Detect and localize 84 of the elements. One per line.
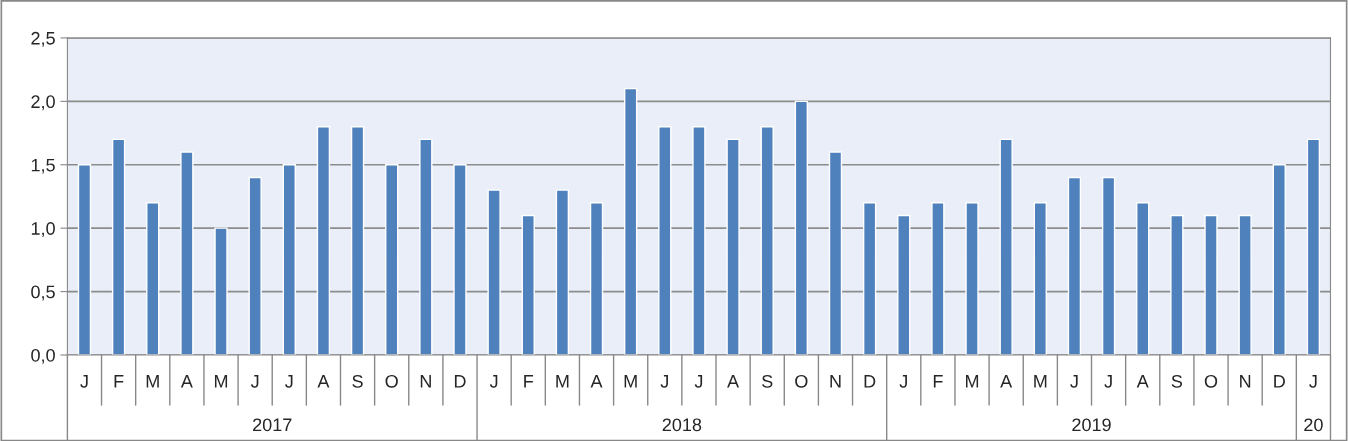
bar [77, 164, 92, 356]
x-tick-label: O [385, 374, 398, 388]
x-tick-label: N [1240, 375, 1251, 388]
text: 2017 [253, 418, 292, 432]
bar [931, 202, 945, 356]
bar [316, 126, 331, 356]
x-tick-label: S [1171, 374, 1183, 388]
bar [726, 138, 740, 356]
bar [555, 189, 570, 356]
bar [897, 214, 911, 356]
x-tick-label: J [80, 375, 88, 388]
bar [1272, 164, 1286, 356]
bar [282, 164, 296, 356]
bar [1238, 214, 1252, 356]
x-tick-label: N [420, 375, 431, 388]
bar [623, 87, 638, 356]
x-tick-label: F [524, 375, 534, 388]
x-tick-label: J [1104, 375, 1112, 388]
bar [453, 164, 467, 356]
x-tick-label: M [624, 375, 637, 388]
y-tick-label: 1,5 [31, 158, 55, 174]
bar [385, 164, 399, 356]
x-tick-label: M [146, 375, 159, 388]
text: 20 [1304, 418, 1323, 432]
y-tick-label: 0,0 [31, 348, 55, 364]
x-tick-label: A [590, 375, 603, 388]
bar [589, 202, 604, 356]
x-tick-label: D [1274, 375, 1285, 388]
bar [1136, 202, 1150, 356]
bar [214, 227, 228, 356]
x-tick-label: A [727, 375, 740, 388]
bar [350, 126, 365, 356]
bar [1204, 214, 1218, 356]
x-tick-label: D [864, 375, 876, 388]
x-tick-label: M [214, 375, 228, 388]
bar [111, 138, 126, 356]
bar [1067, 176, 1082, 356]
bar [828, 151, 843, 356]
x-tick-label: J [1070, 375, 1078, 388]
x-tick-label: J [285, 375, 293, 388]
x-tick-label: A [1136, 375, 1149, 388]
bar [999, 138, 1013, 356]
bar [146, 202, 160, 356]
x-tick-label: A [1000, 375, 1013, 388]
x-tick-label: J [660, 375, 668, 388]
y-tick-label: 0,5 [31, 285, 55, 301]
x-tick-label: S [762, 374, 773, 388]
x-tick-label: J [899, 375, 907, 388]
bar [1306, 138, 1321, 356]
x-tick-label: D [454, 375, 466, 388]
bar [760, 126, 774, 356]
x-tick-label: A [317, 375, 330, 388]
x-tick-label: A [180, 375, 193, 388]
bar [1170, 214, 1184, 356]
x-tick-label: M [1034, 375, 1047, 388]
bar [487, 189, 501, 356]
bar [794, 100, 809, 356]
bar [248, 176, 262, 356]
x-tick-label: O [795, 374, 808, 388]
x-tick-label: M [966, 375, 979, 388]
text: 2018 [662, 418, 702, 432]
y-tick-label: 2,0 [31, 95, 55, 111]
bar [180, 151, 194, 356]
y-tick-label: 2,5 [31, 31, 55, 47]
x-tick-label: F [114, 375, 124, 388]
bar [1101, 176, 1116, 356]
x-tick-label: M [556, 375, 569, 388]
bar [419, 138, 433, 356]
x-tick-label: N [830, 375, 841, 388]
bar [692, 126, 706, 356]
bar [658, 126, 672, 356]
x-tick-label: J [489, 375, 498, 388]
x-tick-label: J [250, 375, 259, 388]
x-tick-label: J [694, 375, 703, 388]
x-tick-label: S [352, 374, 363, 388]
bar [1033, 202, 1047, 356]
text: 2019 [1072, 418, 1111, 432]
bar [965, 202, 979, 356]
x-tick-label: F [933, 375, 943, 388]
bar [862, 202, 877, 356]
y-tick-label: 1,0 [31, 222, 55, 238]
x-tick-label: J [1309, 375, 1317, 388]
x-tick-label: O [1204, 374, 1218, 388]
bar [521, 214, 535, 356]
